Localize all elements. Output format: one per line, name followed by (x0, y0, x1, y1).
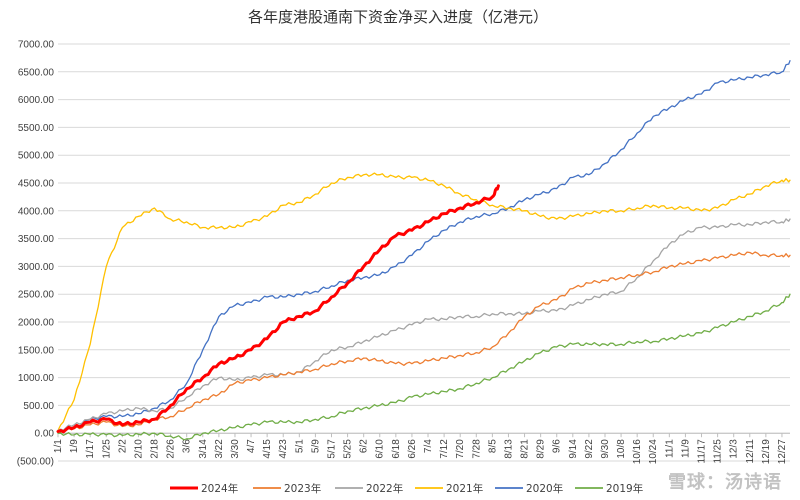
x-tick-label: 8/29 (536, 439, 547, 459)
legend-label: 2023年 (284, 482, 321, 495)
x-tick-label: 4/23 (278, 439, 289, 459)
x-tick-label: 7/28 (471, 439, 482, 459)
y-tick-label: 2500.00 (18, 290, 55, 301)
y-tick-label: (500.00) (17, 457, 54, 468)
y-tick-label: 1500.00 (18, 345, 55, 356)
x-tick-label: 2/10 (133, 439, 144, 459)
x-tick-label: 4/15 (262, 439, 273, 459)
y-tick-label: 6500.00 (18, 67, 55, 78)
x-tick-label: 9/14 (568, 439, 579, 459)
x-tick-label: 1/1 (53, 439, 64, 453)
x-tick-label: 1/9 (69, 439, 80, 453)
x-tick-label: 5/9 (310, 439, 321, 453)
x-tick-label: 12/11 (745, 439, 756, 464)
legend-label: 2019年 (606, 482, 643, 495)
x-tick-label: 5/17 (326, 439, 337, 459)
y-tick-label: 4000.00 (18, 206, 55, 217)
x-tick-label: 3/22 (214, 439, 225, 459)
series-line-2023年 (57, 251, 791, 434)
legend-label: 2022年 (366, 482, 403, 495)
x-tick-label: 5/1 (294, 439, 305, 453)
grid-lines (58, 43, 790, 462)
x-tick-label: 3/30 (230, 439, 241, 459)
x-tick-label: 6/26 (407, 439, 418, 459)
x-tick-label: 8/21 (520, 439, 531, 459)
x-tick-label: 12/19 (761, 439, 772, 464)
x-tick-label: 9/6 (552, 439, 563, 453)
x-tick-label: 9/30 (600, 439, 611, 459)
y-tick-label: 500.00 (23, 401, 54, 412)
series-line-2022年 (57, 218, 791, 432)
x-tick-label: 2/18 (150, 439, 161, 459)
x-tick-label: 7/4 (423, 439, 434, 453)
x-tick-label: 10/24 (648, 439, 659, 464)
series-line-2020年 (57, 60, 791, 433)
series-line-2024年 (56, 184, 500, 434)
legend: 2024年 2023年 2022年 2021年 2020年 2019年 (170, 482, 643, 495)
legend-label: 2021年 (446, 482, 483, 495)
y-tick-label: 3000.00 (18, 262, 55, 273)
x-tick-label: 11/1 (664, 439, 675, 458)
x-tick-label: 10/16 (632, 439, 643, 464)
chart-title: 各年度港股通南下资金净买入进度（亿港元） (248, 8, 548, 26)
axes: (500.00) 0.00 500.00 1000.00 1500.00 2000.00 2… (17, 40, 790, 468)
x-tick-label: 2/26 (166, 439, 177, 459)
x-tick-label: 4/7 (246, 439, 257, 453)
y-tick-label: 7000.00 (18, 40, 55, 51)
x-tick-label: 5/25 (343, 439, 354, 459)
x-tick-label: 11/17 (697, 439, 708, 464)
series-line-2019年 (57, 293, 791, 441)
x-tick-label: 6/2 (359, 439, 370, 453)
x-tick-label: 12/3 (729, 439, 740, 459)
x-tick-label: 3/6 (182, 439, 193, 453)
watermark: 雪球：汤诗语 (668, 472, 782, 493)
y-tick-label: 3500.00 (18, 234, 55, 245)
x-tick-label: 3/14 (198, 439, 209, 459)
series-lines (56, 60, 791, 441)
y-tick-label: 1000.00 (18, 373, 55, 384)
x-tick-label: 11/25 (713, 439, 724, 464)
y-tick-label: 0.00 (35, 429, 55, 440)
x-tick-label: 7/20 (455, 439, 466, 459)
legend-label: 2024年 (201, 482, 238, 495)
legend-label: 2020年 (526, 482, 563, 495)
x-tick-label: 11/9 (680, 439, 691, 458)
x-tick-label: 1/17 (85, 439, 96, 459)
y-tick-label: 2000.00 (18, 318, 55, 329)
x-tick-label: 6/10 (375, 439, 386, 459)
x-tick-label: 1/25 (101, 439, 112, 459)
x-tick-label: 10/8 (616, 439, 627, 459)
y-tick-label: 6000.00 (18, 95, 55, 106)
x-tick-label: 2/2 (117, 439, 128, 453)
x-tick-label: 8/13 (503, 439, 514, 459)
x-tick-label: 7/12 (439, 439, 450, 459)
x-tick-label: 6/18 (391, 439, 402, 459)
x-tick-label: 9/22 (584, 439, 595, 459)
y-tick-label: 5500.00 (18, 123, 55, 134)
y-tick-label: 5000.00 (18, 151, 55, 162)
x-tick-label: 8/5 (487, 439, 498, 453)
y-tick-label: 4500.00 (18, 179, 55, 190)
series-line-2021年 (57, 172, 791, 432)
x-tick-label: 12/27 (777, 439, 788, 464)
